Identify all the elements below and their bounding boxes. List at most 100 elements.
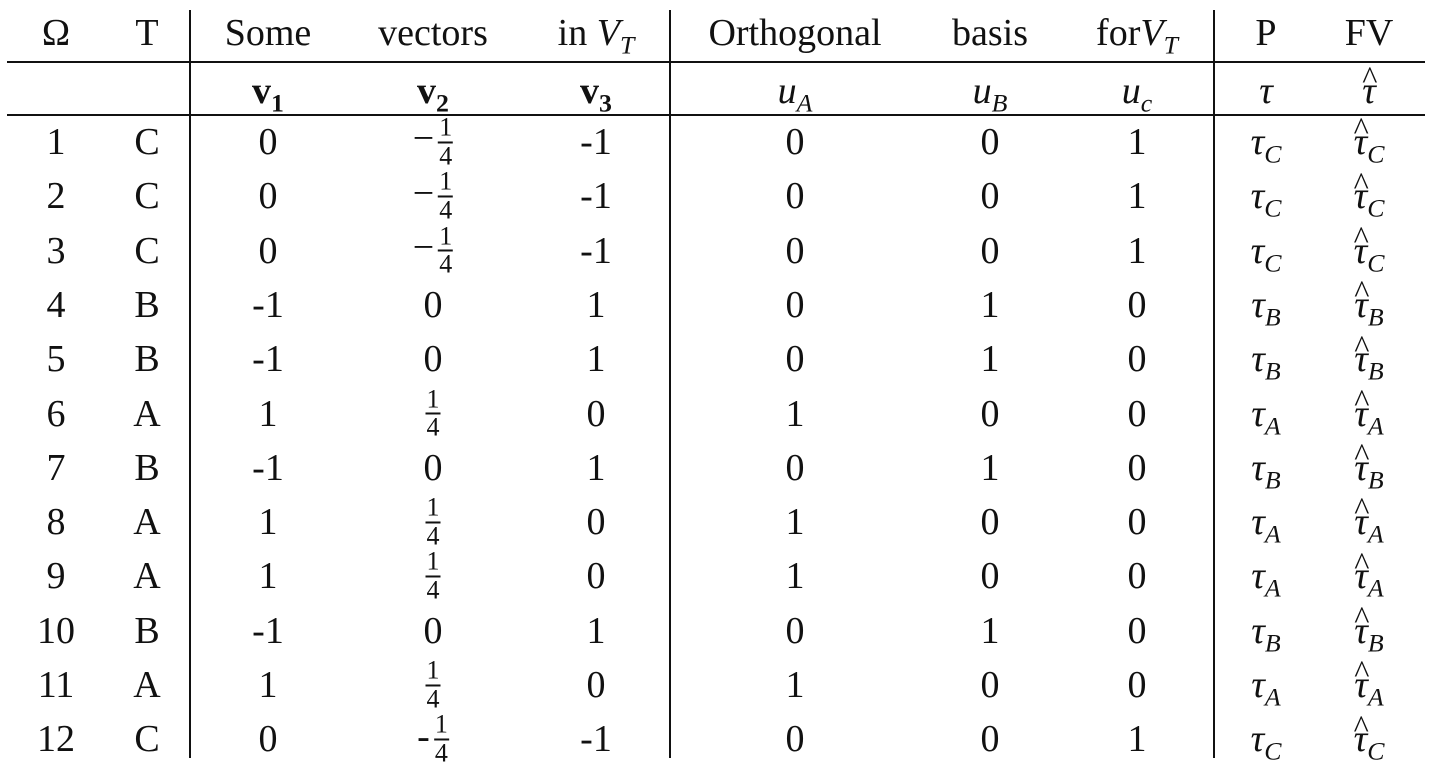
cell-v3: 0 <box>586 664 606 706</box>
cell-uc: 1 <box>1127 121 1147 163</box>
cell-omega: 1 <box>46 121 66 163</box>
cell-uc: 0 <box>1127 501 1147 544</box>
v1-subscript: 1 <box>271 88 284 118</box>
cell-type: A <box>133 555 161 598</box>
vertical-rule-after-basis <box>1213 10 1215 758</box>
v3-symbol: v <box>580 70 600 112</box>
hat-accent: ^ <box>1353 219 1369 256</box>
hat-accent: ^ <box>1353 708 1369 745</box>
tau-hat-symbol: τ ^ <box>1354 330 1369 381</box>
fraction-sign: − <box>412 117 435 160</box>
tau-subscript: A <box>1367 573 1384 603</box>
ua-subscript: A <box>796 88 813 118</box>
tau-hat-symbol: τ ^ <box>1354 493 1369 541</box>
tau-subscript: A <box>1264 682 1281 712</box>
cell-fv: τ ^ B <box>1354 276 1383 330</box>
subheader-ub: uB <box>973 72 1008 116</box>
tau-symbol: τ <box>1354 392 1368 435</box>
cell-omega: 10 <box>37 609 75 652</box>
cell-uc: 1 <box>1127 175 1147 218</box>
cell-omega: 7 <box>46 446 66 489</box>
cell-v3: 0 <box>586 555 606 598</box>
cell-p: τA <box>1251 664 1280 710</box>
header-t-subscript-2: T <box>1163 30 1178 60</box>
fraction-sign: − <box>412 172 435 215</box>
tau-symbol: τ <box>1251 501 1265 544</box>
cell-v1: -1 <box>252 283 284 326</box>
tau-symbol: τ <box>1250 121 1265 163</box>
fraction-numerator: 1 <box>426 492 440 522</box>
cell-omega: 6 <box>46 392 66 435</box>
tau-symbol: τ <box>1250 175 1265 218</box>
tau-subscript: B <box>1264 356 1281 386</box>
tau-symbol: τ <box>1354 283 1368 326</box>
tau-symbol: τ <box>1354 555 1368 598</box>
tau-subscript: B <box>1367 465 1384 495</box>
ua-symbol: u <box>777 70 797 112</box>
tau-symbol: τ <box>1362 70 1376 112</box>
cell-fv: τ ^ A <box>1354 656 1383 710</box>
tau-subscript: A <box>1367 682 1384 712</box>
tau-subscript: B <box>1367 627 1384 657</box>
tau-symbol: τ <box>1251 338 1265 381</box>
fraction-denominator: 4 <box>438 141 454 170</box>
uc-subscript: c <box>1140 88 1153 118</box>
cell-v3: -1 <box>580 229 612 272</box>
tau-symbol: τ <box>1354 609 1368 652</box>
cell-omega: 8 <box>46 501 66 544</box>
cell-p: τC <box>1251 232 1282 276</box>
subheader-uc: uc <box>1122 72 1152 116</box>
tau-hat-symbol: τ ^ <box>1354 710 1369 758</box>
subheader-tau-hat: τ ^ <box>1362 62 1377 112</box>
hat-accent: ^ <box>1354 382 1370 419</box>
cell-type: C <box>134 718 160 761</box>
cell-p: τC <box>1251 720 1282 764</box>
subheader-v3: v3 <box>580 70 612 116</box>
vertical-rule-after-vectors <box>669 10 671 758</box>
cell-omega: 3 <box>46 229 66 272</box>
tau-symbol: τ <box>1353 121 1368 163</box>
cell-v1: -1 <box>252 609 284 652</box>
hat-accent: ^ <box>1353 111 1369 148</box>
cell-uc: 0 <box>1127 609 1147 652</box>
fraction-denominator: 4 <box>425 575 441 605</box>
cell-fv: τ ^ A <box>1354 385 1383 439</box>
cell-ua: 0 <box>785 609 805 652</box>
tau-symbol: τ <box>1354 338 1368 381</box>
cell-p: τA <box>1251 395 1280 439</box>
cell-v1: 0 <box>258 718 278 761</box>
hat-accent: ^ <box>1354 437 1370 474</box>
cell-type: A <box>133 664 161 706</box>
cell-v3: 1 <box>586 338 606 381</box>
tau-hat-symbol: τ ^ <box>1354 276 1369 326</box>
hat-accent: ^ <box>1354 491 1370 528</box>
cell-p: τB <box>1251 612 1280 656</box>
fraction-denominator: 4 <box>438 249 454 279</box>
tau-subscript: B <box>1264 302 1281 332</box>
cell-ua: 0 <box>785 229 805 272</box>
ub-subscript: B <box>991 88 1008 118</box>
v2-symbol: v <box>417 70 437 112</box>
header-for-text: for <box>1096 12 1141 54</box>
tau-symbol: τ <box>1251 555 1265 598</box>
tau-subscript: A <box>1264 519 1281 549</box>
fraction-denominator: 4 <box>425 684 441 713</box>
cell-ub: 1 <box>980 283 1000 326</box>
tau-subscript: C <box>1264 139 1282 169</box>
hat-accent: ^ <box>1354 328 1370 365</box>
cell-fv: τ ^ A <box>1354 493 1383 547</box>
cell-type: B <box>134 609 160 652</box>
cell-ua: 0 <box>785 338 805 381</box>
tau-subscript: A <box>1264 410 1281 440</box>
cell-type: B <box>134 338 160 381</box>
tau-subscript: B <box>1264 627 1281 657</box>
tau-symbol: τ <box>1251 664 1265 706</box>
cell-p: τC <box>1250 175 1282 221</box>
